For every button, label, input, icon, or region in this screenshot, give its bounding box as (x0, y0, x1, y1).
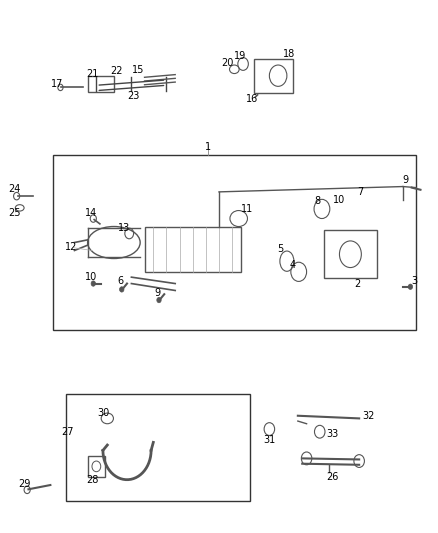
Bar (88, 76, 114, 92)
Text: 29: 29 (18, 479, 30, 489)
Text: 28: 28 (86, 475, 98, 484)
Text: 20: 20 (222, 58, 234, 68)
Text: 9: 9 (155, 288, 161, 298)
Text: 17: 17 (51, 79, 63, 89)
Bar (66, 394, 250, 501)
Text: 33: 33 (327, 430, 339, 439)
Text: 31: 31 (263, 435, 276, 445)
Text: 25: 25 (9, 208, 21, 218)
Bar (145, 227, 241, 272)
Bar (324, 230, 377, 278)
Circle shape (157, 297, 161, 303)
Circle shape (120, 287, 124, 292)
Text: 5: 5 (277, 245, 283, 254)
Text: 15: 15 (132, 66, 144, 75)
Text: 2: 2 (354, 279, 360, 289)
Bar (254, 59, 293, 93)
Text: 16: 16 (246, 94, 258, 103)
Text: 18: 18 (283, 50, 295, 59)
Text: 21: 21 (86, 69, 98, 78)
Text: 10: 10 (85, 272, 97, 282)
Text: 4: 4 (290, 261, 296, 270)
Text: 9: 9 (402, 175, 408, 185)
Text: 22: 22 (110, 67, 122, 76)
Text: 26: 26 (327, 472, 339, 482)
Text: 3: 3 (412, 277, 418, 286)
Text: 24: 24 (9, 184, 21, 194)
Text: 6: 6 (118, 277, 124, 286)
Bar (88, 456, 105, 477)
Text: 30: 30 (97, 408, 110, 418)
Bar (53, 155, 416, 330)
Text: 8: 8 (314, 197, 320, 206)
Text: 13: 13 (118, 223, 130, 233)
Text: 27: 27 (62, 427, 74, 437)
Circle shape (91, 281, 95, 286)
Text: 7: 7 (357, 187, 363, 197)
Text: 1: 1 (205, 142, 211, 151)
Text: 14: 14 (85, 208, 97, 217)
Text: 32: 32 (363, 411, 375, 421)
Text: 11: 11 (241, 205, 254, 214)
Text: 19: 19 (234, 51, 246, 61)
Text: 10: 10 (333, 195, 346, 205)
Text: 12: 12 (65, 243, 78, 252)
Text: 23: 23 (127, 91, 140, 101)
Circle shape (408, 284, 413, 289)
